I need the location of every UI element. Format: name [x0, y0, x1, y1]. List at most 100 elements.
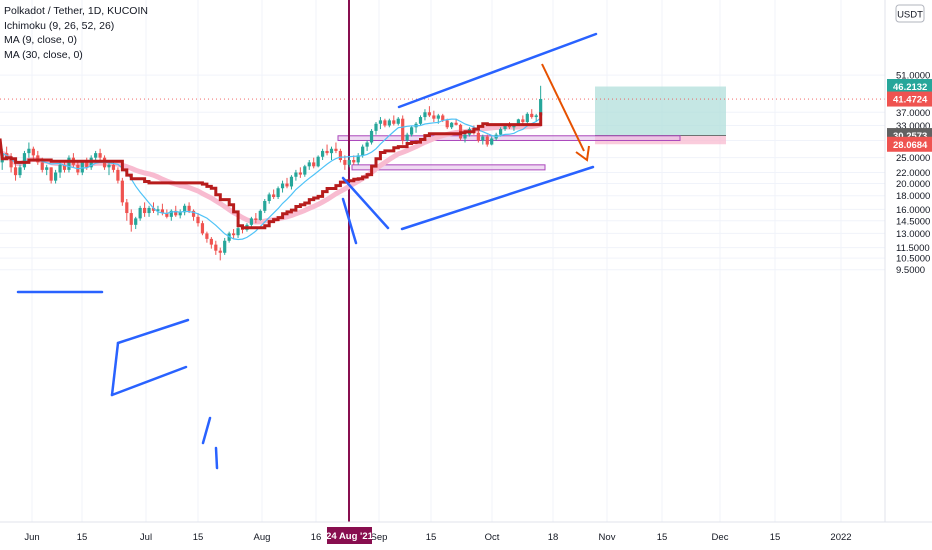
time-tick-label[interactable]: 18 [548, 532, 559, 543]
candle-body [454, 122, 458, 125]
candle-body [312, 162, 316, 167]
price-tag [887, 79, 932, 95]
price-tick-label[interactable]: 10.5000 [896, 254, 930, 265]
candle-body [263, 200, 267, 211]
candles [0, 85, 543, 261]
time-tick-label[interactable]: Jul [140, 532, 152, 543]
candle-body [436, 115, 440, 119]
time-tick-label[interactable]: 15 [657, 532, 668, 543]
candle-body [205, 233, 209, 239]
candle-body [107, 164, 111, 168]
time-tick-label[interactable]: Nov [599, 532, 616, 543]
legend-title[interactable]: Polkadot / Tether, 1D, KUCOIN [4, 5, 148, 17]
price-tick-label[interactable]: 11.5000 [896, 243, 930, 254]
price-tick-label[interactable]: 9.5000 [896, 265, 925, 276]
price-tag [887, 136, 932, 152]
price-axis: 51.000037.000033.000029.000025.000022.00… [884, 0, 932, 522]
channel-lower-line [400, 165, 595, 231]
time-tick-label[interactable]: 16 [311, 532, 322, 543]
candle-body [156, 209, 160, 211]
channel-upper-line [397, 32, 598, 109]
candle-body [85, 162, 89, 168]
candle-body [374, 123, 378, 131]
candle-body [160, 209, 164, 214]
candle-body [396, 118, 400, 124]
candle-body [138, 207, 142, 219]
ichimoku-baseline [0, 112, 543, 230]
candle-body [191, 210, 196, 217]
price-tick-label[interactable]: 13.0000 [896, 229, 930, 240]
legend-ichimoku[interactable]: Ichimoku (9, 26, 52, 26) [4, 19, 115, 32]
candle-body [218, 250, 222, 253]
candle-body [214, 244, 218, 251]
candle-body [27, 148, 31, 154]
candle-body [507, 125, 512, 128]
candle-body [387, 120, 391, 126]
candle-body [31, 148, 35, 156]
candle-body [196, 216, 200, 224]
breakout-line-2 [341, 197, 358, 245]
candle-body [534, 115, 538, 118]
candle-body [40, 162, 44, 170]
candle-body [236, 228, 240, 236]
price-tick-label[interactable]: 22.0000 [896, 168, 930, 179]
currency-badge [895, 4, 925, 23]
candle-body [62, 164, 67, 170]
time-tick-label[interactable]: 15 [426, 532, 437, 543]
candle-body [329, 148, 334, 154]
candle-body [129, 213, 133, 225]
candle-body [321, 150, 325, 157]
price-tick-label[interactable]: 18.0000 [896, 191, 930, 202]
price-tag-label: 41.4724 [893, 95, 928, 106]
time-tick-label[interactable]: Aug [254, 532, 271, 543]
time-tick-label[interactable]: Oct [485, 532, 500, 543]
time-tick-label[interactable]: 15 [770, 532, 781, 543]
candle-body [58, 164, 62, 173]
kijun-path [0, 112, 543, 230]
crosshair-date-label: 24 Aug '21 [326, 531, 374, 542]
time-tick-label[interactable]: 2022 [830, 532, 851, 543]
candle-body [476, 132, 480, 141]
candle-body [116, 169, 120, 181]
candle-body [111, 164, 116, 170]
target-arrow-head [575, 145, 590, 162]
ma9-path [1, 117, 542, 241]
candle-body [356, 155, 360, 163]
candle-body [432, 115, 436, 119]
price-tick-label[interactable]: 20.0000 [896, 179, 930, 190]
candle-body [232, 233, 236, 236]
legend-ma30[interactable]: MA (30, close, 0) [4, 48, 83, 61]
legend-ma9[interactable]: MA (9, close, 0) [4, 34, 77, 46]
candle-body [401, 118, 405, 141]
candle-body [285, 183, 289, 187]
price-tick-label[interactable]: 37.0000 [896, 108, 930, 119]
price-tick-label[interactable]: 16.0000 [896, 205, 930, 216]
candle-body [178, 212, 182, 216]
candle-body [183, 205, 187, 213]
candle-body [343, 160, 347, 165]
support-zone-lower [351, 164, 546, 171]
breakout-line [341, 176, 390, 230]
candle-body [169, 210, 173, 217]
price-tick-label[interactable]: 33.0000 [896, 121, 930, 132]
candle-body [18, 167, 22, 176]
candle-body [165, 213, 169, 217]
price-tick-label[interactable]: 14.5000 [896, 216, 930, 227]
candle-body [174, 210, 178, 216]
time-tick-label[interactable]: Dec [712, 532, 729, 543]
time-tick-label[interactable]: 15 [193, 532, 204, 543]
candle-body [445, 120, 449, 128]
candle-body [334, 148, 338, 151]
time-tick-label[interactable]: Sep [371, 532, 388, 543]
time-tick-label[interactable]: 15 [77, 532, 88, 543]
candle-body [325, 150, 329, 154]
candle-body [361, 146, 365, 156]
candle-body [294, 172, 298, 177]
candle-body [289, 176, 294, 187]
candle-body [516, 119, 520, 125]
price-tick-label[interactable]: 51.0000 [896, 71, 930, 82]
time-tick-label[interactable]: Jun [24, 532, 39, 543]
candle-body [378, 120, 383, 124]
price-tick-label[interactable]: 25.0000 [896, 153, 930, 164]
